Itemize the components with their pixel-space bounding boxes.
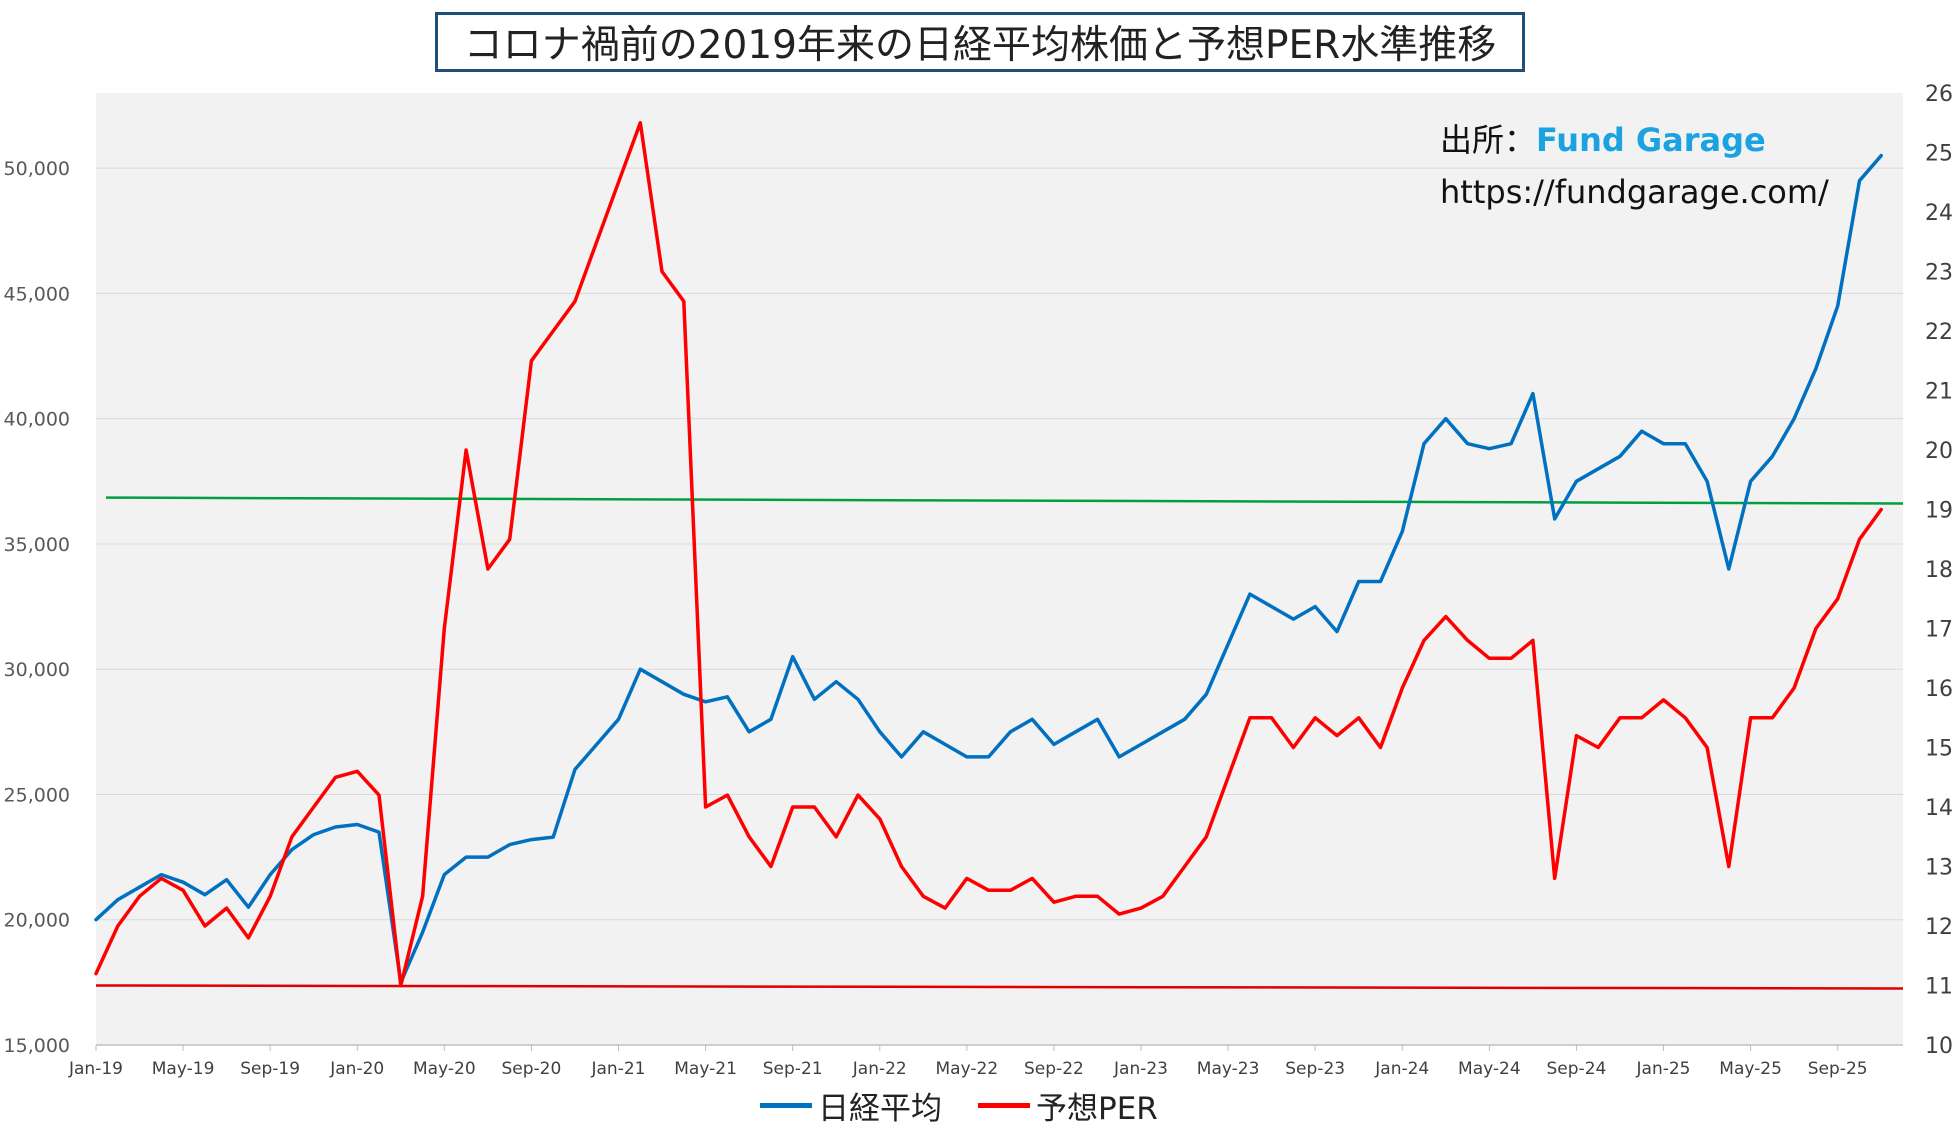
x-tick-label-14: Sep-23 — [1285, 1059, 1345, 1079]
right-tick-label-14: 24 — [1925, 201, 1953, 226]
right-tick-label-7: 17 — [1925, 618, 1953, 643]
right-axis-ticks: 10 11 12 13 14 15 16 17 18 19 20 21 22 23 24 25 26 — [1925, 82, 1953, 1059]
x-axis-ticks: Jan-19 May-19 Sep-19 Jan-20 May-20 Sep-20 Jan-… — [68, 1045, 1868, 1079]
plot-area — [96, 93, 1903, 1045]
right-tick-label-4: 14 — [1925, 796, 1953, 821]
legend-swatch-nikkei — [760, 1102, 812, 1108]
chart-title: コロナ禍前の2019年来の日経平均株価と予想PER水準推移 — [435, 12, 1525, 72]
legend-item-per: 予想PER — [978, 1083, 1158, 1128]
x-tick-label-6: Jan-21 — [591, 1059, 646, 1079]
legend: 日経平均 予想PER — [760, 1083, 1194, 1128]
x-tick-label-9: Jan-22 — [852, 1059, 907, 1079]
chart-title-text: コロナ禍前の2019年来の日経平均株価と予想PER水準推移 — [463, 23, 1497, 68]
left-tick-label-6: 45,000 — [4, 283, 70, 305]
series-line-per — [94, 121, 1883, 988]
right-tick-label-1: 11 — [1925, 975, 1953, 1000]
left-tick-label-0: 15,000 — [4, 1035, 70, 1057]
series-lines — [94, 121, 1883, 988]
legend-item-nikkei: 日経平均 — [760, 1083, 942, 1128]
reference-lines — [95, 496, 1904, 990]
right-tick-label-2: 12 — [1925, 915, 1953, 940]
x-tick-label-16: May-24 — [1458, 1059, 1521, 1079]
right-tick-label-0: 10 — [1925, 1034, 1953, 1059]
left-tick-label-3: 30,000 — [4, 659, 70, 681]
x-tick-label-13: May-23 — [1197, 1059, 1260, 1079]
legend-swatch-per — [978, 1102, 1030, 1108]
reference-line-upper — [105, 496, 1904, 505]
legend-label-nikkei: 日経平均 — [818, 1090, 942, 1127]
x-tick-label-3: Jan-20 — [329, 1059, 384, 1079]
x-tick-label-11: Sep-22 — [1024, 1059, 1084, 1079]
left-tick-label-4: 35,000 — [4, 534, 70, 556]
right-tick-label-8: 18 — [1925, 558, 1953, 583]
left-tick-label-2: 25,000 — [4, 784, 70, 806]
source-brand: Fund Garage — [1536, 121, 1766, 159]
right-tick-label-13: 23 — [1925, 261, 1953, 286]
right-tick-label-10: 20 — [1925, 439, 1953, 464]
left-tick-label-7: 50,000 — [4, 158, 70, 180]
source-url: https://fundgarage.com/ — [1440, 173, 1829, 211]
right-tick-label-6: 16 — [1925, 677, 1953, 702]
x-tick-label-7: May-21 — [674, 1059, 737, 1079]
x-tick-label-0: Jan-19 — [68, 1059, 123, 1079]
left-tick-label-5: 40,000 — [4, 409, 70, 431]
x-tick-label-10: May-22 — [936, 1059, 999, 1079]
x-tick-label-18: Jan-25 — [1636, 1059, 1691, 1079]
x-tick-label-20: Sep-25 — [1808, 1059, 1868, 1079]
right-tick-label-3: 13 — [1925, 856, 1953, 881]
x-tick-label-19: May-25 — [1719, 1059, 1782, 1079]
x-tick-label-15: Jan-24 — [1374, 1059, 1429, 1079]
source-label: 出所： — [1440, 121, 1537, 159]
right-tick-label-16: 26 — [1925, 82, 1953, 107]
right-tick-label-9: 19 — [1925, 499, 1953, 524]
legend-label-per: 予想PER — [1036, 1090, 1158, 1127]
x-tick-label-17: Sep-24 — [1547, 1059, 1607, 1079]
left-tick-label-1: 20,000 — [4, 910, 70, 932]
source-note: 出所：Fund Garage https://fundgarage.com/ — [1440, 114, 1829, 218]
reference-line-lower — [95, 984, 1904, 990]
right-tick-label-15: 25 — [1925, 142, 1953, 167]
x-tick-label-4: May-20 — [413, 1059, 476, 1079]
x-tick-label-2: Sep-19 — [240, 1059, 300, 1079]
left-axis-ticks: 15,000 20,000 25,000 30,000 35,000 40,000 45,0… — [4, 158, 70, 1057]
x-tick-label-5: Sep-20 — [502, 1059, 562, 1079]
right-tick-label-11: 21 — [1925, 380, 1953, 405]
x-tick-label-1: May-19 — [152, 1059, 215, 1079]
x-tick-label-8: Sep-21 — [763, 1059, 823, 1079]
x-tick-label-12: Jan-23 — [1113, 1059, 1168, 1079]
right-tick-label-12: 22 — [1925, 320, 1953, 345]
right-tick-label-5: 15 — [1925, 737, 1953, 762]
